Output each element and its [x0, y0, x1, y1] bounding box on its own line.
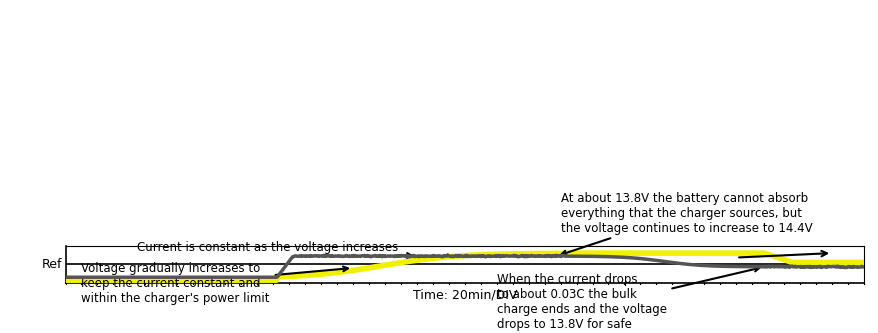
Text: When the current drops
to about 0.03C the bulk
charge ends and the voltage
drops: When the current drops to about 0.03C th…	[496, 267, 759, 333]
X-axis label: Time: 20min/DIV: Time: 20min/DIV	[412, 288, 516, 301]
Text: Current is constant as the voltage increases: Current is constant as the voltage incre…	[137, 240, 411, 258]
Text: Voltage gradually increases to
keep the current constant and
within the charger': Voltage gradually increases to keep the …	[82, 262, 348, 305]
Y-axis label: Ref: Ref	[41, 258, 61, 271]
Text: At about 13.8V the battery cannot absorb
everything that the charger sources, bu: At about 13.8V the battery cannot absorb…	[560, 191, 811, 255]
